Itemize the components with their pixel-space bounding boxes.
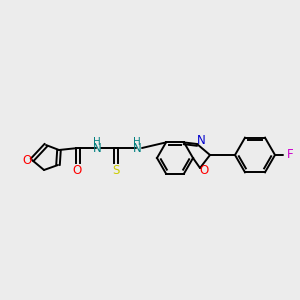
- Text: H: H: [133, 137, 141, 147]
- Text: O: O: [200, 164, 208, 178]
- Text: N: N: [196, 134, 206, 148]
- Text: N: N: [133, 142, 141, 155]
- Text: F: F: [287, 148, 293, 161]
- Text: O: O: [72, 164, 82, 178]
- Text: N: N: [93, 142, 101, 155]
- Text: O: O: [22, 154, 32, 167]
- Text: S: S: [112, 164, 120, 178]
- Text: H: H: [93, 137, 101, 147]
